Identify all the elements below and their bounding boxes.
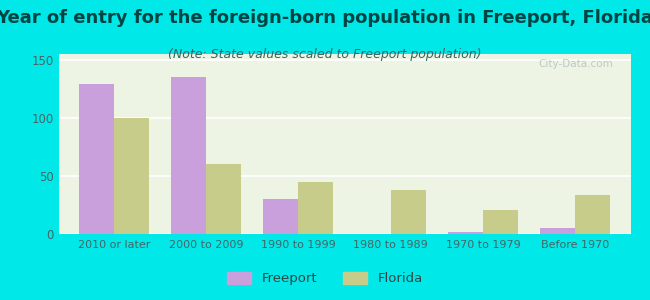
Text: Year of entry for the foreign-born population in Freeport, Florida: Year of entry for the foreign-born popul… (0, 9, 650, 27)
Bar (206, 164, 241, 234)
Bar (298, 182, 333, 234)
Legend: Freeport, Florida: Freeport, Florida (222, 266, 428, 290)
Text: City-Data.com: City-Data.com (539, 59, 614, 69)
Bar (540, 228, 575, 234)
Bar (114, 118, 149, 234)
Bar (171, 77, 206, 234)
Bar (79, 84, 114, 234)
Text: (Note: State values scaled to Freeport population): (Note: State values scaled to Freeport p… (168, 48, 482, 61)
Bar (448, 232, 483, 234)
Bar (263, 199, 298, 234)
Bar (483, 210, 518, 234)
Bar (575, 194, 610, 234)
Bar (391, 190, 426, 234)
